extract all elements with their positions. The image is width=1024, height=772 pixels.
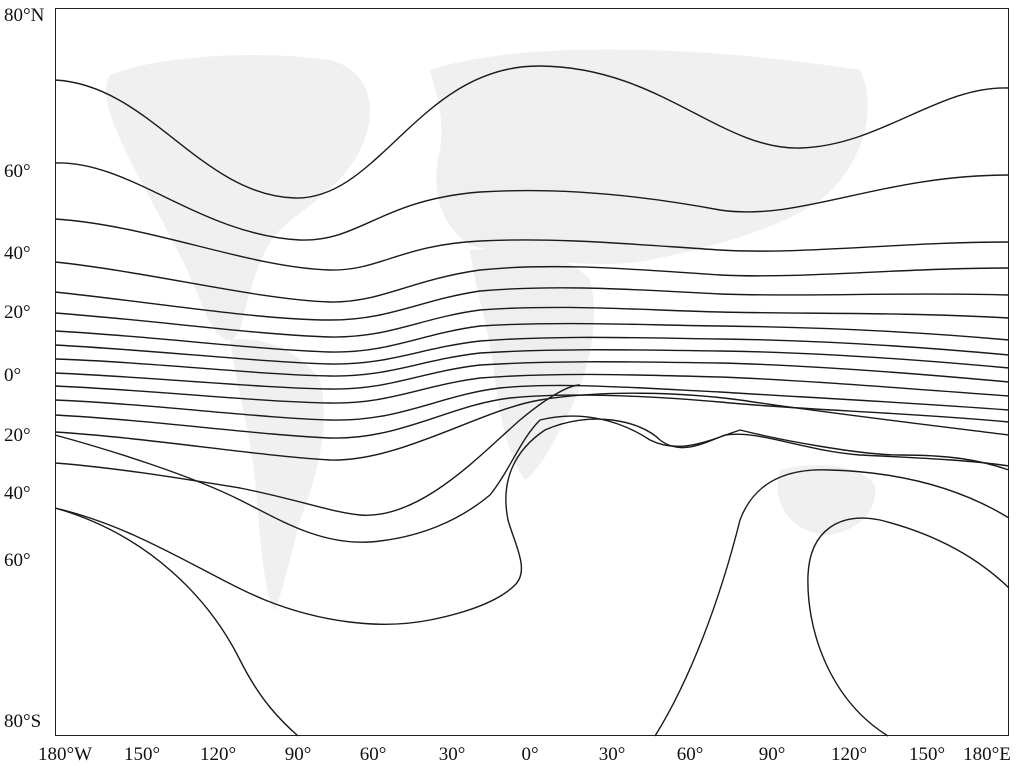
contour-line bbox=[54, 287, 1010, 321]
contour-line bbox=[54, 384, 581, 516]
contour-line bbox=[54, 361, 1010, 390]
lon-label-30w: 30° bbox=[438, 744, 466, 765]
lat-label-80s: 80°S bbox=[4, 711, 42, 732]
lon-label-150w: 150° bbox=[123, 744, 161, 765]
contour-line bbox=[54, 306, 1010, 338]
contour-line bbox=[54, 261, 1010, 303]
landmass-background bbox=[106, 49, 876, 610]
lon-label-0: 0° bbox=[521, 744, 539, 765]
lon-label-150e: 150° bbox=[908, 744, 946, 765]
lon-label-120e: 120° bbox=[830, 744, 868, 765]
landmass-north-america bbox=[106, 55, 370, 340]
lon-label-60e: 60° bbox=[676, 744, 704, 765]
lon-label-30e: 30° bbox=[598, 744, 626, 765]
contour-line bbox=[54, 392, 1010, 461]
contour-line bbox=[54, 65, 1010, 199]
landmass-australia bbox=[777, 465, 876, 535]
lon-label-60w: 60° bbox=[359, 744, 387, 765]
contour-line bbox=[54, 349, 1010, 377]
lat-label-60s: 60° bbox=[4, 550, 31, 571]
lat-label-40s: 40° bbox=[4, 483, 31, 504]
contour-line bbox=[54, 418, 1010, 625]
contour-line bbox=[54, 507, 299, 737]
contour-line bbox=[54, 162, 1010, 241]
map-frame bbox=[55, 8, 1009, 736]
contour-line bbox=[54, 384, 1010, 421]
lat-label-60n: 60° bbox=[4, 161, 31, 182]
lon-label-120w: 120° bbox=[199, 744, 237, 765]
lat-label-20n: 20° bbox=[4, 302, 31, 323]
contour-line bbox=[807, 517, 1010, 737]
contour-line bbox=[54, 322, 1010, 353]
contour-line bbox=[54, 218, 1010, 271]
lat-label-equator: 0° bbox=[4, 365, 22, 386]
landmass-south-america bbox=[230, 339, 324, 610]
lon-label-90e: 90° bbox=[758, 744, 786, 765]
lat-label-40n: 40° bbox=[4, 243, 31, 264]
landmass-eurasia bbox=[430, 49, 868, 265]
contour-line bbox=[54, 373, 1010, 404]
contour-lines bbox=[54, 65, 1010, 737]
lat-label-80n: 80°N bbox=[4, 5, 45, 26]
contour-line bbox=[54, 394, 1010, 439]
lat-label-20s: 20° bbox=[4, 425, 31, 446]
lon-label-180w: 180°W bbox=[37, 744, 93, 765]
landmass-africa bbox=[470, 248, 594, 480]
lon-label-90w: 90° bbox=[284, 744, 312, 765]
contour-line bbox=[54, 336, 1010, 365]
contour-line bbox=[54, 415, 1010, 543]
lon-label-180e: 180°E bbox=[963, 744, 1011, 765]
contour-line bbox=[654, 469, 1010, 737]
